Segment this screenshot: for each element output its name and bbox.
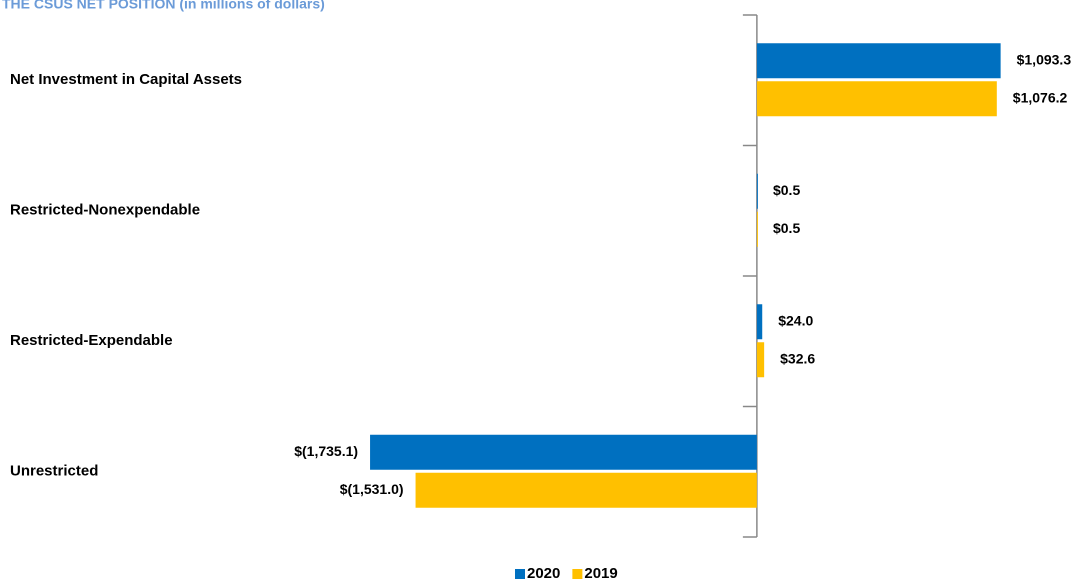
legend-label: 2019: [584, 565, 617, 580]
value-label: $24.0: [778, 312, 813, 328]
bar: [756, 81, 997, 117]
bar: [756, 304, 763, 340]
bar: [370, 434, 757, 470]
category-label: Restricted-Nonexpendable: [10, 202, 200, 219]
category-label: Restricted-Expendable: [10, 332, 173, 349]
value-label: $0.5: [773, 220, 800, 236]
value-label: $1,093.3: [1017, 51, 1072, 67]
value-label: $(1,531.0): [340, 481, 404, 497]
category-label: Unrestricted: [10, 463, 98, 480]
legend-swatch: [515, 569, 525, 579]
bar: [756, 211, 758, 247]
value-label: $1,076.2: [1013, 89, 1068, 105]
chart-title: THE CSUS NET POSITION (in millions of do…: [2, 0, 325, 12]
category-label: Net Investment in Capital Assets: [10, 71, 242, 88]
bar: [756, 173, 758, 209]
value-label: $0.5: [773, 182, 800, 198]
legend-swatch: [572, 569, 583, 579]
bar: [756, 342, 765, 378]
bar: [415, 472, 757, 508]
bar: [756, 43, 1001, 79]
value-label: $32.6: [780, 350, 815, 366]
legend-label: 2020: [527, 565, 560, 580]
value-label: $(1,735.1): [294, 443, 358, 459]
